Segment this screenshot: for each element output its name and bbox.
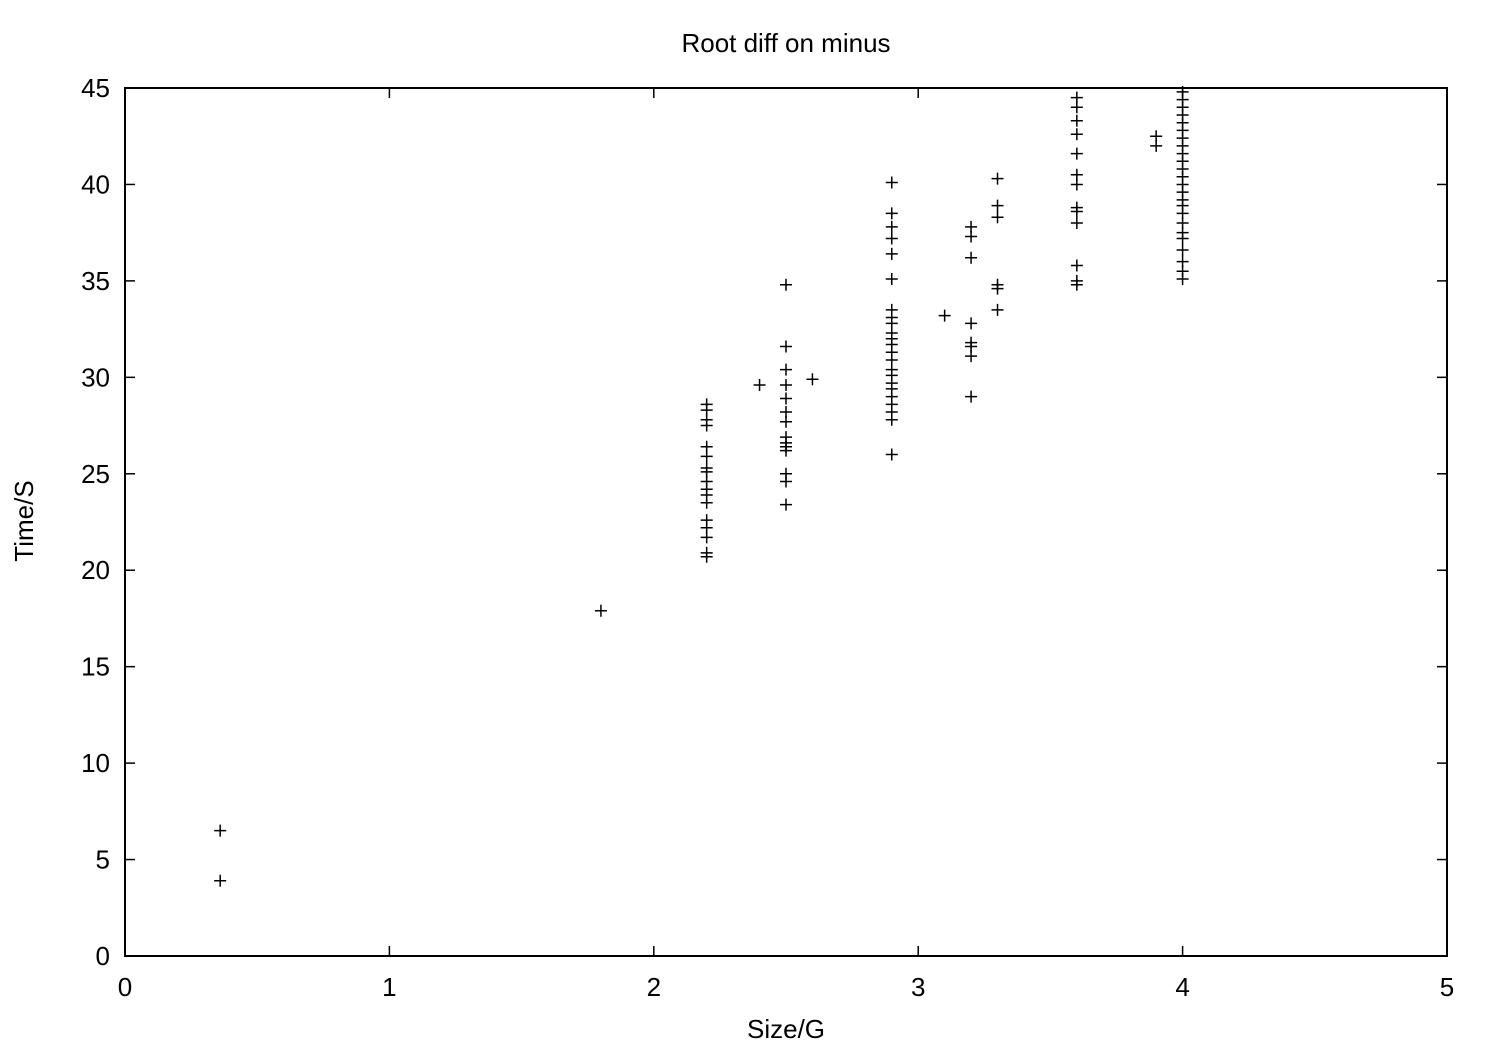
y-tick-label: 35	[81, 266, 110, 296]
data-point	[214, 824, 227, 837]
data-point	[780, 379, 792, 392]
data-point	[700, 419, 713, 432]
y-tick-label: 40	[81, 169, 110, 199]
chart-title: Root diff on minus	[681, 28, 890, 58]
data-point	[780, 278, 792, 291]
data-point	[700, 450, 713, 463]
data-point	[1176, 232, 1189, 245]
data-point	[1070, 205, 1083, 218]
data-point	[753, 379, 766, 392]
x-tick-label: 5	[1440, 972, 1454, 1002]
y-tick-label: 30	[81, 362, 110, 392]
data-point	[780, 363, 792, 376]
y-axis-label: Time/S	[9, 480, 39, 561]
data-point	[991, 282, 1004, 295]
y-tick-label: 15	[81, 652, 110, 682]
y-tick-label: 25	[81, 459, 110, 489]
data-point	[780, 498, 792, 511]
data-point	[991, 172, 1004, 185]
data-point	[1070, 217, 1083, 230]
data-point	[780, 475, 792, 488]
data-point	[214, 874, 227, 887]
data-point	[965, 230, 978, 243]
data-point	[806, 373, 819, 386]
data-point	[991, 211, 1004, 224]
data-point	[1150, 139, 1163, 152]
data-point	[885, 247, 898, 260]
y-tick-label: 0	[96, 941, 110, 971]
data-point	[780, 340, 792, 353]
data-point	[991, 303, 1004, 316]
data-point	[885, 207, 898, 220]
data-point	[938, 309, 951, 322]
y-tick-label: 10	[81, 748, 110, 778]
x-tick-label: 2	[647, 972, 661, 1002]
x-tick-label: 1	[382, 972, 396, 1002]
data-point	[885, 232, 898, 245]
data-point	[885, 220, 898, 233]
data-point	[780, 392, 792, 405]
data-point	[991, 199, 1004, 212]
y-tick-label: 20	[81, 555, 110, 585]
data-point	[1070, 178, 1083, 191]
x-axis-label: Size/G	[747, 1014, 825, 1044]
data-point	[1070, 278, 1083, 291]
x-tick-label: 3	[911, 972, 925, 1002]
data-point	[1070, 101, 1083, 114]
y-tick-label: 45	[81, 73, 110, 103]
data-point	[1176, 272, 1189, 285]
data-point	[885, 413, 898, 426]
data-point	[1070, 259, 1083, 272]
data-point	[780, 415, 792, 428]
data-point	[1070, 114, 1083, 127]
x-tick-label: 4	[1175, 972, 1189, 1002]
data-point	[885, 176, 898, 189]
data-point	[965, 350, 978, 363]
data-point	[965, 390, 978, 403]
data-point	[700, 531, 713, 544]
data-point	[700, 550, 713, 563]
y-tick-label: 5	[96, 845, 110, 875]
data-point	[700, 496, 713, 509]
data-point	[965, 251, 978, 264]
x-tick-label: 0	[118, 972, 132, 1002]
data-point	[594, 604, 607, 617]
data-point	[1070, 128, 1083, 141]
data-point	[885, 448, 898, 461]
data-point	[965, 317, 978, 330]
plot-frame	[124, 87, 1448, 957]
data-point	[885, 272, 898, 285]
data-points	[214, 85, 1189, 887]
data-point	[1070, 147, 1083, 160]
data-point	[780, 444, 792, 457]
data-point	[1176, 244, 1189, 257]
